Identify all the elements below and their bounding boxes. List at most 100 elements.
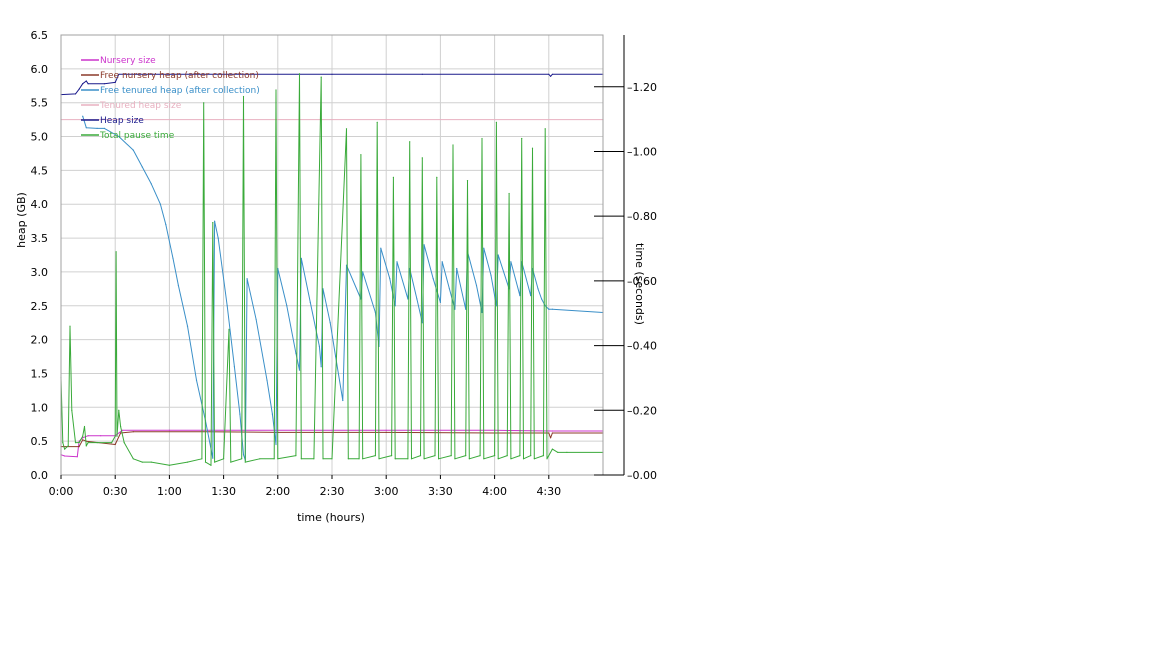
- y-right-tick-label: –0.40: [627, 340, 657, 353]
- data-point: [385, 429, 387, 431]
- y-left-tick-label: 0.5: [31, 435, 49, 448]
- series-line: [82, 116, 604, 461]
- data-point: [150, 461, 152, 463]
- legend-label: Heap size: [100, 116, 144, 126]
- data-point: [275, 443, 277, 446]
- data-point: [318, 345, 320, 347]
- data-point: [78, 442, 80, 444]
- data-point: [320, 76, 322, 78]
- data-point: [521, 137, 523, 140]
- data-point: [374, 455, 376, 457]
- data-point: [309, 301, 311, 303]
- data-point: [212, 222, 214, 224]
- data-point: [195, 379, 198, 381]
- data-point: [116, 435, 118, 437]
- data-point: [456, 267, 458, 270]
- x-tick-label: 2:30: [320, 485, 345, 498]
- data-point: [233, 366, 235, 368]
- legend-label: Nursery size: [100, 56, 156, 66]
- data-point: [490, 274, 492, 276]
- data-point: [510, 458, 512, 460]
- data-point: [121, 429, 123, 431]
- data-point: [132, 458, 134, 460]
- data-point: [385, 431, 387, 433]
- data-point: [495, 305, 497, 307]
- data-point: [150, 183, 152, 185]
- legend-label: Total pause time: [99, 131, 175, 141]
- x-tick-label: 1:30: [211, 485, 236, 498]
- y-left-tick-label: 4.0: [31, 198, 49, 211]
- data-point: [322, 288, 324, 290]
- data-point: [468, 458, 470, 460]
- data-point: [242, 454, 245, 456]
- data-point: [410, 458, 413, 460]
- data-point: [186, 325, 189, 327]
- data-point: [286, 305, 288, 307]
- data-point: [537, 288, 539, 290]
- y-right-tick-label: –1.20: [627, 81, 657, 94]
- data-point: [201, 458, 203, 460]
- data-point: [111, 442, 113, 444]
- data-point: [85, 127, 87, 129]
- data-point: [67, 445, 69, 447]
- data-point: [100, 435, 102, 437]
- data-point: [141, 166, 143, 168]
- data-point: [448, 288, 450, 290]
- data-point: [82, 115, 84, 117]
- data-point: [141, 461, 143, 463]
- data-point: [118, 73, 120, 75]
- data-point: [277, 458, 279, 460]
- y-left-tick-label: 2.0: [31, 334, 49, 347]
- data-point: [436, 176, 438, 178]
- data-point: [335, 355, 337, 358]
- y-right-tick-label: –0.60: [627, 275, 657, 288]
- data-point: [378, 458, 380, 460]
- data-point: [407, 298, 409, 300]
- y-left-tick-label: 0.0: [31, 469, 49, 482]
- data-point: [214, 220, 216, 222]
- data-point: [165, 223, 167, 226]
- legend-label: Free nursery heap (after collection): [100, 71, 259, 81]
- y-left-tick-label: 4.5: [31, 164, 49, 177]
- data-point: [103, 83, 105, 85]
- data-point: [519, 295, 521, 297]
- data-point: [78, 88, 80, 90]
- legend: Nursery size Free nursery heap (after col…: [81, 56, 260, 141]
- data-point: [271, 413, 273, 415]
- data-point: [533, 458, 535, 460]
- data-point: [120, 432, 122, 434]
- data-point: [74, 93, 77, 95]
- data-point: [83, 425, 86, 428]
- data-point: [120, 425, 122, 428]
- y-left-tick-label: 5.5: [31, 97, 49, 110]
- data-point: [466, 180, 469, 182]
- data-point: [78, 446, 80, 448]
- data-point: [421, 322, 423, 324]
- data-point: [454, 458, 456, 460]
- x-tick-label: 1:00: [157, 485, 182, 498]
- data-point: [362, 458, 364, 460]
- data-point: [212, 457, 214, 459]
- data-point: [530, 455, 532, 457]
- x-tick-label: 3:00: [374, 485, 399, 498]
- data-point: [548, 73, 550, 75]
- data-point: [362, 271, 364, 273]
- data-point: [345, 128, 348, 130]
- data-point: [454, 308, 456, 310]
- data-point: [331, 458, 333, 460]
- y-left-tick-label: 1.0: [31, 401, 49, 414]
- data-point: [483, 458, 485, 460]
- data-point: [394, 458, 396, 460]
- x-axis-label: time (hours): [297, 511, 365, 524]
- data-point: [510, 261, 512, 263]
- data-point: [132, 431, 134, 433]
- data-point: [168, 73, 170, 75]
- data-point: [360, 154, 362, 156]
- data-point: [241, 458, 243, 460]
- data-point: [87, 83, 89, 85]
- data-point: [273, 458, 275, 460]
- data-point: [419, 455, 422, 457]
- data-point: [230, 461, 232, 463]
- data-point: [203, 102, 205, 104]
- data-point: [266, 379, 268, 381]
